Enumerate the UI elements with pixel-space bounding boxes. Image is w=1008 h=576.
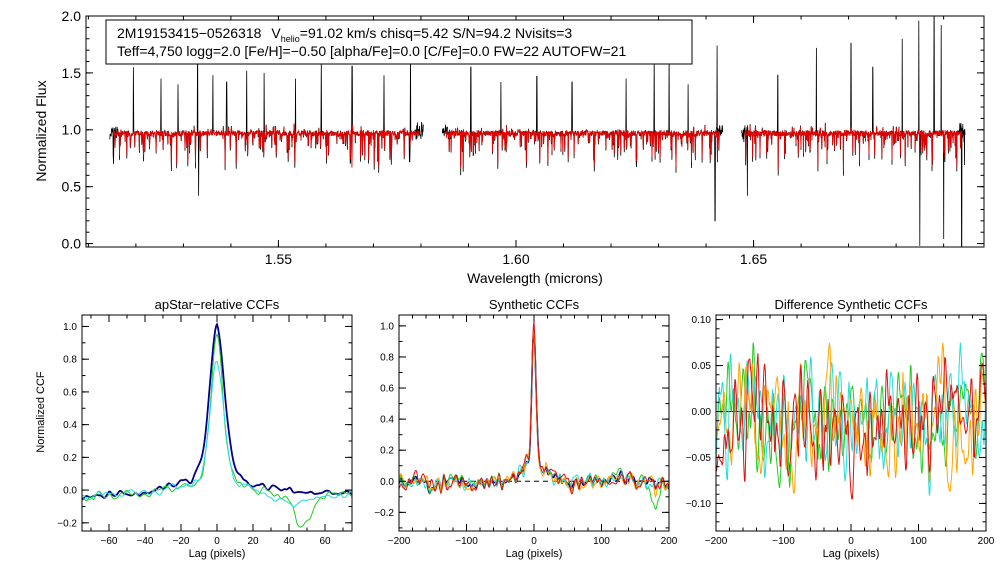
x-tick-label: 100 (910, 536, 927, 547)
y-tick-label: 0.5 (62, 179, 82, 195)
difference-ccf-ticks: −200 −100 0 100 200 −0.10 −0.05 0.00 0.05 0.10 (686, 315, 995, 547)
vhelio-label: V (271, 25, 281, 41)
spectrum-y-axis-label: Normalized Flux (33, 80, 49, 181)
vhelio-subscript: helio (281, 34, 300, 44)
x-tick-label: 1.60 (502, 251, 529, 267)
difference-ccf-panel: −200 −100 0 100 200 −0.10 −0.05 0.00 0.05 0.10 Di… (686, 297, 995, 560)
y-tick-label: 0.05 (692, 361, 712, 372)
spectrum-plot-area (109, 16, 966, 247)
model-spectrum-chip-2 (445, 126, 720, 169)
info-line-1-rest: =91.02 km/s chisq=5.42 S/N=94.2 Nvisits=… (300, 25, 573, 41)
apstar-ccf-line-visit-3 (82, 360, 352, 508)
apstar-ccf-y-axis-label: Normalized CCF (35, 371, 47, 453)
model-spectrum-chip-1 (113, 124, 420, 168)
x-tick-label: 0 (531, 536, 537, 547)
difference-ccf-x-axis-label: Lag (pixels) (823, 548, 880, 560)
x-tick-label: 0 (214, 536, 220, 547)
x-tick-label: 40 (283, 536, 295, 547)
info-line-2: Teff=4,750 logg=2.0 [Fe/H]=−0.50 [alpha/… (117, 43, 626, 59)
x-tick-label: −40 (137, 536, 154, 547)
y-tick-label: 0.10 (692, 315, 712, 326)
synthetic-ccf-line-visit-3 (399, 328, 669, 499)
difference-ccf-line-visit-4 (716, 353, 986, 500)
x-tick-label: −100 (455, 536, 478, 547)
y-tick-label: 0.4 (380, 415, 394, 426)
x-tick-label: −200 (705, 536, 728, 547)
y-tick-label: 0.8 (63, 355, 77, 366)
y-tick-label: 0.00 (692, 407, 712, 418)
apstar-ccf-panel: −60 −40 −20 0 20 40 60 −0.2 0.0 0.2 0.4 0.6 0.8 1.0 a… (35, 297, 353, 560)
synthetic-ccf-ticks: −200 −100 0 100 200 −0.2 0.0 0.2 0.4 0.6 0.8 1.0 (374, 315, 678, 547)
x-tick-label: 1.55 (265, 251, 292, 267)
y-tick-label: 0.6 (380, 384, 394, 395)
model-spectrum-chip-3 (744, 123, 963, 170)
spectrum-x-axis-label: Wavelength (microns) (467, 270, 603, 286)
synthetic-ccf-line-visit-4 (399, 321, 669, 495)
synthetic-ccf-x-axis-label: Lag (pixels) (506, 548, 563, 560)
y-tick-label: 0.6 (63, 387, 77, 398)
x-tick-label: 20 (247, 536, 259, 547)
spectrum-axes-frame (85, 15, 985, 248)
x-tick-label: 1.65 (740, 251, 767, 267)
x-tick-label: 200 (661, 536, 678, 547)
observed-spectrum-chip-3 (741, 16, 966, 247)
info-line-1: 2M19153415−0526318 Vhelio=91.02 km/s chis… (117, 25, 572, 44)
x-tick-label: −60 (101, 536, 118, 547)
difference-ccf-line-visit-2 (716, 342, 986, 496)
synthetic-ccf-axes-frame (398, 314, 670, 532)
synthetic-ccf-panel: −200 −100 0 100 200 −0.2 0.0 0.2 0.4 0.6 0.8 1.0 Sy… (374, 297, 678, 560)
apstar-ccf-plot-area (82, 322, 352, 528)
difference-ccf-plot-area (716, 342, 986, 500)
spectrum-panel: 1.55 1.60 1.65 0.0 0.5 1.0 1.5 2.0 Wavelength (… (33, 8, 985, 286)
apstar-ccf-title: apStar−relative CCFs (155, 297, 280, 312)
star-id: 2M19153415−0526318 (117, 25, 262, 41)
y-tick-label: −0.2 (374, 508, 394, 519)
y-tick-label: 0.0 (380, 477, 394, 488)
x-tick-label: −20 (173, 536, 190, 547)
y-tick-label: 0.0 (62, 235, 82, 251)
x-tick-label: 100 (593, 536, 610, 547)
apstar-ccf-axes-frame (81, 314, 353, 532)
y-tick-label: 0.2 (63, 453, 77, 464)
y-tick-label: 1.0 (63, 322, 77, 333)
y-tick-label: 0.8 (380, 352, 394, 363)
spectrum-info-box: 2M19153415−0526318 Vhelio=91.02 km/s chis… (105, 19, 693, 65)
y-tick-label: 0.2 (380, 446, 394, 457)
synthetic-ccf-line-combined (399, 330, 669, 495)
y-tick-label: 1.5 (62, 65, 82, 81)
apstar-ccf-ticks: −60 −40 −20 0 20 40 60 −0.2 0.0 0.2 0.4 0.6 0.8 1.0 (57, 315, 352, 547)
spectrum-ticks: 1.55 1.60 1.65 0.0 0.5 1.0 1.5 2.0 (62, 8, 984, 267)
synthetic-ccf-plot-area (399, 321, 669, 510)
x-tick-label: 200 (978, 536, 995, 547)
apstar-ccf-x-axis-label: Lag (pixels) (189, 548, 246, 560)
y-tick-label: 0.0 (63, 486, 77, 497)
difference-ccf-title: Difference Synthetic CCFs (775, 297, 928, 312)
synthetic-ccf-line-visit-2 (399, 329, 669, 492)
x-tick-label: −200 (388, 536, 411, 547)
y-tick-label: 1.0 (62, 122, 82, 138)
x-tick-label: −100 (772, 536, 795, 547)
difference-ccf-line-visit-3 (716, 342, 986, 494)
y-tick-label: 0.4 (63, 420, 77, 431)
apstar-ccf-line-visit-1 (82, 322, 352, 501)
y-tick-label: −0.2 (57, 518, 77, 529)
y-tick-label: 1.0 (380, 321, 394, 332)
x-tick-label: 0 (848, 536, 854, 547)
y-tick-label: −0.10 (686, 499, 712, 510)
x-tick-label: 60 (319, 536, 331, 547)
y-tick-label: −0.05 (686, 453, 712, 464)
info-box-frame (105, 19, 693, 65)
apstar-ccf-line-visit-2 (82, 332, 352, 528)
synthetic-ccf-title: Synthetic CCFs (489, 297, 580, 312)
y-tick-label: 2.0 (62, 8, 82, 24)
